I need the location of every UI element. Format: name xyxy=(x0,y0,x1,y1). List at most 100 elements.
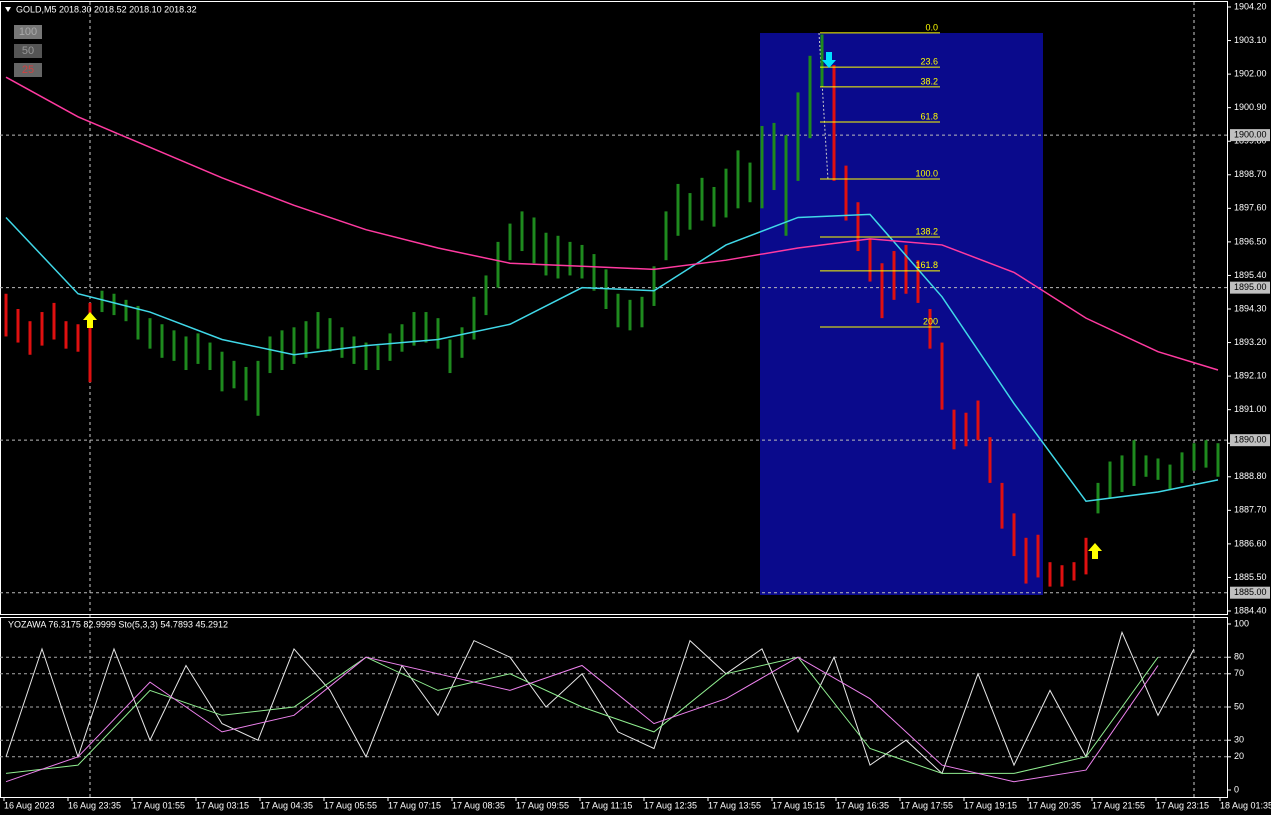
price-bar xyxy=(316,312,320,349)
price-bar xyxy=(1120,455,1124,493)
level-box xyxy=(1230,281,1270,294)
price-bar xyxy=(580,244,584,279)
price-bar xyxy=(448,339,452,374)
y-tick-label: 30 xyxy=(1234,735,1244,745)
price-bar xyxy=(64,321,68,349)
price-bar xyxy=(244,366,248,401)
scale-button-label[interactable]: 50 xyxy=(22,45,34,57)
price-bar xyxy=(796,92,800,181)
price-bar xyxy=(112,293,116,316)
fib-label: 0.0 xyxy=(925,22,938,32)
price-bar xyxy=(688,193,692,230)
x-tick-label: 17 Aug 20:35 xyxy=(1028,800,1081,810)
price-bar xyxy=(748,162,752,203)
y-tick-label: 1884.40 xyxy=(1234,605,1267,615)
price-bar xyxy=(1216,443,1220,477)
price-bar xyxy=(844,165,848,221)
y-tick-label: 1894.30 xyxy=(1234,303,1267,313)
price-bar xyxy=(1192,443,1196,471)
price-bar xyxy=(292,327,296,364)
price-bar xyxy=(28,321,32,355)
level-label: 1900.00 xyxy=(1234,129,1267,139)
fib-label: 138.2 xyxy=(915,226,938,236)
price-bar xyxy=(1048,562,1052,587)
y-tick-label: 70 xyxy=(1234,668,1244,678)
level-box xyxy=(1230,586,1270,599)
price-bar xyxy=(1144,455,1148,477)
price-bar xyxy=(424,312,428,343)
y-tick-label: 1895.40 xyxy=(1234,270,1267,280)
price-bar xyxy=(1024,537,1028,584)
price-bar xyxy=(1096,482,1100,514)
price-bar xyxy=(772,122,776,191)
price-bar xyxy=(880,263,884,319)
price-bar xyxy=(400,324,404,352)
x-tick-label: 18 Aug 01:35 xyxy=(1220,800,1271,810)
price-bar xyxy=(952,409,956,450)
price-bar xyxy=(988,437,992,483)
y-tick-label: 1900.90 xyxy=(1234,102,1267,112)
price-bar xyxy=(412,312,416,346)
price-bar xyxy=(700,177,704,221)
price-bar xyxy=(1060,565,1064,587)
buy-arrow xyxy=(1088,543,1102,559)
x-tick-label: 17 Aug 04:35 xyxy=(260,800,313,810)
price-bar xyxy=(184,336,188,371)
scale-button-label[interactable]: 100 xyxy=(19,26,37,38)
price-bar xyxy=(916,260,920,303)
price-bar xyxy=(652,266,656,306)
price-bar xyxy=(892,251,896,300)
buy-arrow xyxy=(83,312,97,328)
oscillator-line xyxy=(5,656,1159,783)
y-tick-label: 1898.70 xyxy=(1234,169,1267,179)
price-bar xyxy=(760,125,764,209)
price-bar xyxy=(196,333,200,364)
scale-button[interactable] xyxy=(14,25,42,39)
y-tick-label: 1885.50 xyxy=(1234,572,1267,582)
price-bar xyxy=(508,223,512,261)
fib-label: 161.8 xyxy=(915,260,938,270)
menu-arrow[interactable] xyxy=(5,7,11,12)
price-bar xyxy=(280,330,284,371)
highlight-zone xyxy=(760,33,1043,595)
level-label: 1895.00 xyxy=(1234,282,1267,292)
moving-average xyxy=(5,213,1219,502)
x-tick-label: 17 Aug 05:55 xyxy=(324,800,377,810)
price-bar xyxy=(160,324,164,358)
y-tick-label: 1887.70 xyxy=(1234,505,1267,515)
y-tick-label: 1888.80 xyxy=(1234,471,1267,481)
price-bar xyxy=(460,327,464,358)
scale-button[interactable] xyxy=(14,44,42,58)
price-bar xyxy=(736,150,740,209)
price-bar xyxy=(1012,513,1016,557)
price-bar xyxy=(616,293,620,328)
x-tick-label: 17 Aug 09:55 xyxy=(516,800,569,810)
x-tick-label: 17 Aug 11:15 xyxy=(580,800,632,810)
price-bar xyxy=(640,296,644,328)
price-bar xyxy=(172,330,176,361)
scale-button-label[interactable]: 25 xyxy=(22,64,34,76)
price-bar xyxy=(388,333,392,361)
price-bar xyxy=(484,275,488,316)
price-bar xyxy=(52,302,56,340)
price-bar xyxy=(124,299,128,322)
y-tick-label: 1897.60 xyxy=(1234,203,1267,213)
price-bar xyxy=(1180,452,1184,483)
price-bar xyxy=(472,296,476,340)
fib-label: 23.6 xyxy=(920,56,938,66)
price-bar xyxy=(724,168,728,218)
y-tick-label: 1886.60 xyxy=(1234,538,1267,548)
price-panel-border xyxy=(0,1,1228,615)
price-bar xyxy=(4,293,8,337)
x-tick-label: 16 Aug 2023 xyxy=(4,800,55,810)
x-tick-label: 17 Aug 17:55 xyxy=(900,800,953,810)
price-bar xyxy=(220,351,224,392)
price-bar xyxy=(268,336,272,374)
scale-button[interactable] xyxy=(14,63,42,77)
fib-label: 38.2 xyxy=(920,76,938,86)
oscillator-line xyxy=(5,630,1195,775)
price-bar xyxy=(940,342,944,410)
x-tick-label: 17 Aug 01:55 xyxy=(132,800,185,810)
x-tick-label: 17 Aug 08:35 xyxy=(452,800,505,810)
